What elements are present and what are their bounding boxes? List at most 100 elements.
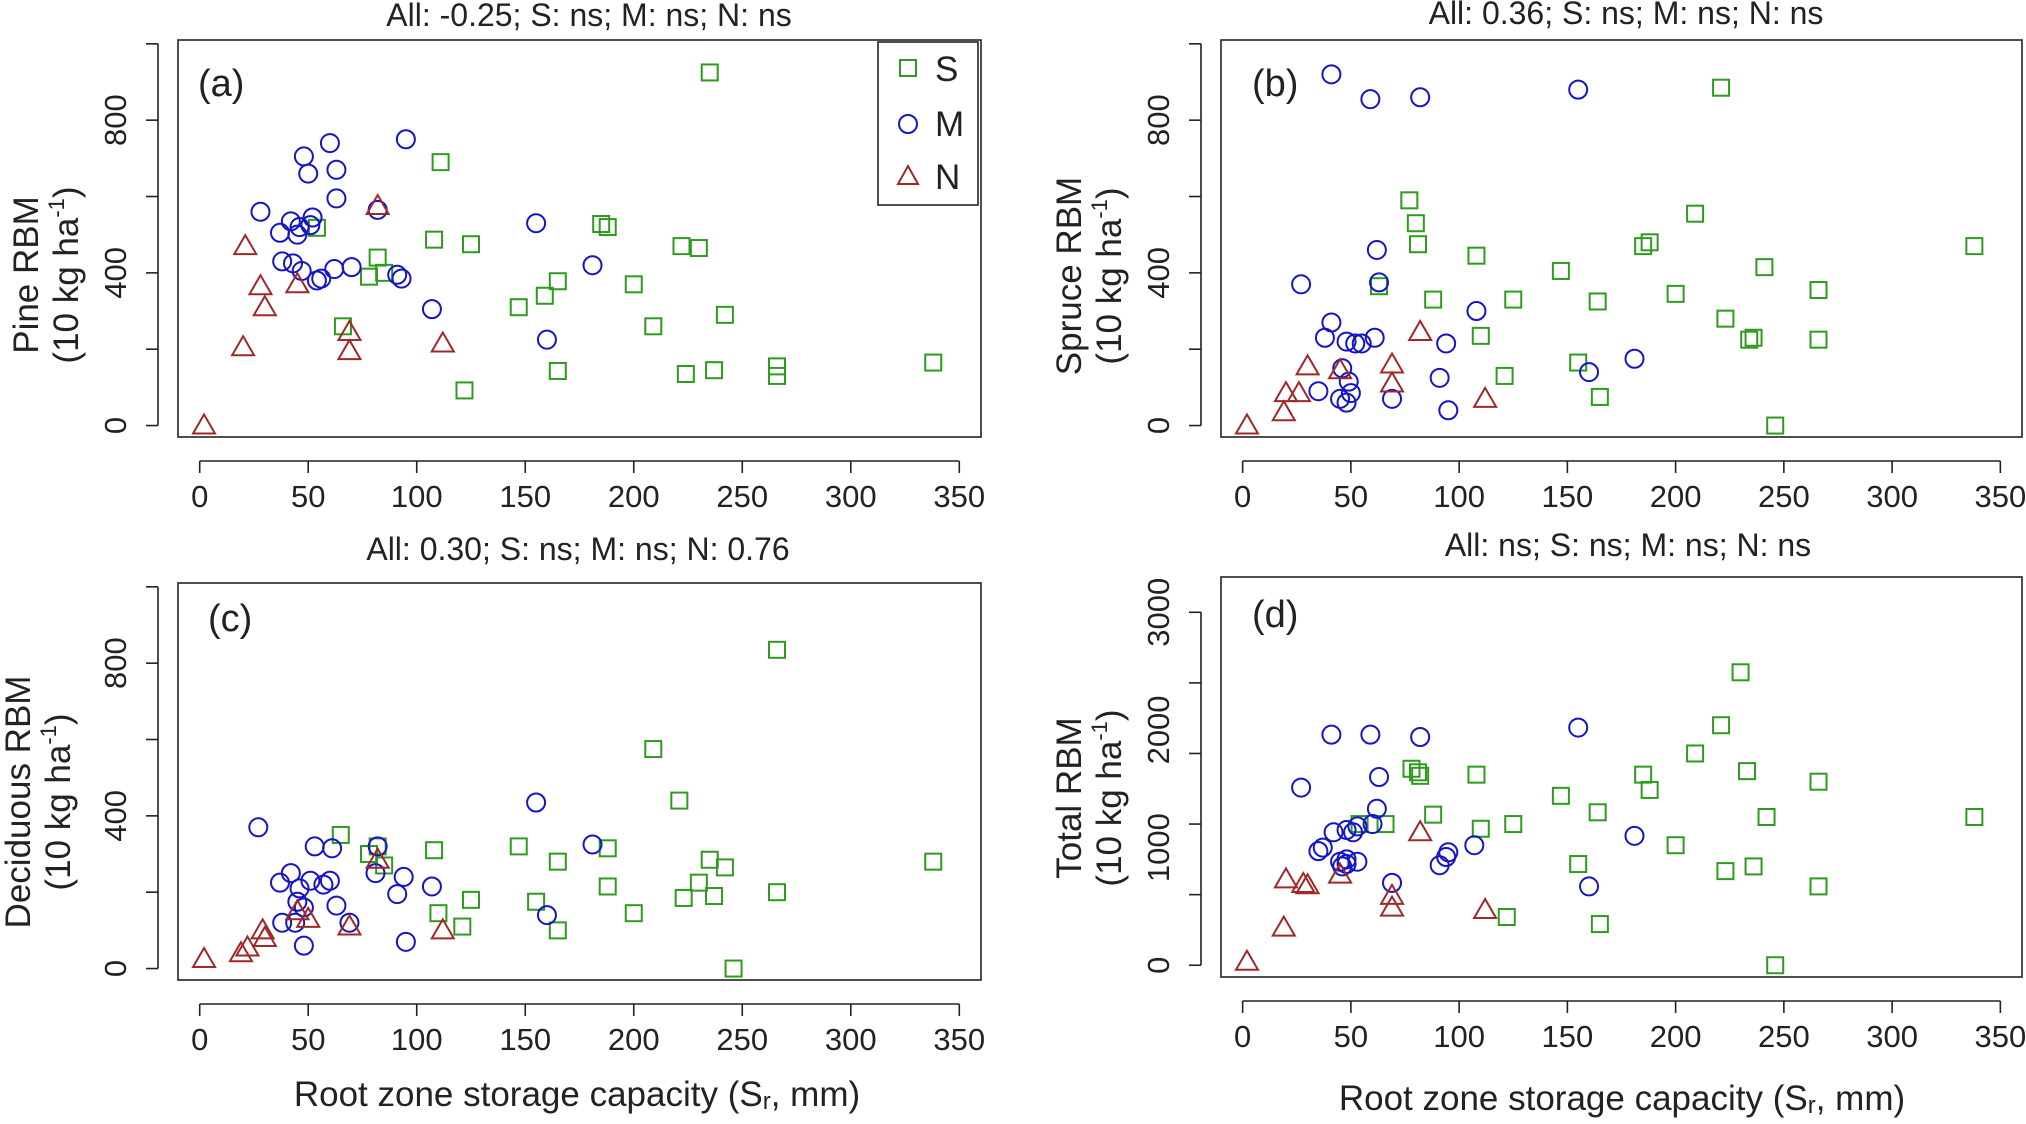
panel-b-point-s <box>1467 246 1486 265</box>
panel-b-x-tick-label: 100 <box>1433 479 1485 514</box>
panel-d-point-m <box>1347 851 1368 872</box>
panel-a-yunit-exp: -1 <box>44 198 69 218</box>
panel-a-yunit-base: (10 kg ha <box>47 217 86 363</box>
panel-c-point-s <box>767 883 786 902</box>
panel-a-point-m <box>387 264 408 285</box>
panel-d-point-s <box>1809 877 1828 896</box>
panel-b-x-tick-label: 300 <box>1866 479 1918 514</box>
panel-d-point-m <box>1343 822 1364 843</box>
panel-d-point-s <box>1965 808 1984 826</box>
panel-d-ylabel: Total RBM (10 kg ha-1) <box>1050 709 1129 886</box>
panel-a-point-m <box>536 329 557 350</box>
panel-b-point-m <box>1366 239 1387 260</box>
panel-b-x-tick-label: 50 <box>1334 479 1368 514</box>
panel-a-title: All: -0.25; S: ns; M: ns; N: ns <box>386 0 791 33</box>
panel-a-point-m <box>270 222 291 243</box>
panel-a-point-m <box>395 129 416 150</box>
panel-c-point-m <box>304 836 325 857</box>
panel-c-point-m <box>313 874 334 895</box>
panel-d-point-s <box>1731 663 1750 682</box>
x-axis-label-left-tail: , mm) <box>771 1075 860 1114</box>
panel-b-x-tick-label: 250 <box>1758 479 1810 514</box>
panel-a-point-m <box>341 257 362 278</box>
panel-d-x-tick-label: 50 <box>1334 1019 1368 1054</box>
panel-c-y-tick-label: 0 <box>98 960 133 977</box>
panel-a-x-tick-label: 300 <box>825 479 877 514</box>
panel-a-point-s <box>509 298 528 317</box>
panel-c-x-tick-label: 50 <box>291 1022 325 1057</box>
panel-b-ylabel: Spruce RBM (10 kg ha-1) <box>1050 177 1129 375</box>
panel-c-plot-frame <box>177 582 982 981</box>
panel-c-y-tick-label: 400 <box>98 790 133 842</box>
panel-d-point-s <box>1686 744 1705 763</box>
panel-d-title: All: ns; S: ns; M: ns; N: ns <box>1445 527 1811 563</box>
panel-a-x-tick-label: 100 <box>391 479 443 514</box>
panel-b-point-s <box>1712 78 1731 97</box>
panel-b-point-m <box>1579 362 1600 383</box>
panel-a-point-m <box>326 188 347 209</box>
panel-c-x-tick-label: 200 <box>608 1022 660 1057</box>
panel-b-title: All: 0.36; S: ns; M: ns; N: ns <box>1429 0 1824 31</box>
panel-c-point-s <box>705 887 724 906</box>
panel-a-point-s <box>598 218 617 237</box>
panel-b-point-m <box>1308 381 1329 402</box>
panel-b-point-s <box>1744 328 1763 347</box>
panel-a-ylabel-title: Pine RBM <box>7 196 46 354</box>
panel-d-y-tick-label: 3000 <box>1141 578 1176 647</box>
legend-label-n: N <box>935 158 960 197</box>
panel-c-point-m <box>395 931 416 952</box>
panel-c-point-m <box>287 891 308 912</box>
panel-d-point-n <box>1379 882 1405 905</box>
panel-a-point-m <box>306 270 327 291</box>
panel-d-point-s <box>1551 786 1570 805</box>
panel-b-point-n <box>1407 319 1433 342</box>
panel-b-yunit-exp: -1 <box>1087 199 1112 219</box>
panel-a-point-s <box>359 267 378 286</box>
panel-d-y-tick-label: 0 <box>1141 957 1176 974</box>
panel-a-point-m <box>293 146 314 167</box>
panel-b-x-tick-label: 350 <box>1974 479 2026 514</box>
panel-c-point-m <box>300 870 321 891</box>
panel-d-point-m <box>1323 822 1344 843</box>
panel-d-point-s <box>1766 956 1785 975</box>
panel-b-point-s <box>1424 290 1443 309</box>
panel-a-ylabel: Pine RBM (10 kg ha-1) <box>7 186 86 363</box>
panel-d-point-m <box>1369 767 1390 787</box>
panel-d-point-s <box>1809 772 1828 791</box>
panel-b-y-tick-label: 800 <box>1141 94 1176 146</box>
x-axis-label-right: Root zone storage capacity (Sr, mm) <box>1339 1079 1905 1119</box>
panel-b-point-m <box>1351 333 1372 354</box>
panel-c-point-m <box>365 863 386 884</box>
panel-d-point-m <box>1382 872 1403 893</box>
panel-d-point-m <box>1568 717 1589 738</box>
panel-c-point-n <box>252 925 278 948</box>
panel-d-x-tick-label: 100 <box>1433 1019 1485 1054</box>
panel-b-yunit-tail: ) <box>1090 187 1129 199</box>
panel-d-ylabel-title: Total RBM <box>1050 717 1089 878</box>
panel-a-point-m <box>367 199 388 220</box>
panel-d-point-s <box>1738 762 1757 781</box>
panel-d-point-m <box>1464 835 1485 856</box>
panel-c-point-m <box>387 884 408 905</box>
panel-b-point-n <box>1379 351 1405 374</box>
panel-b-point-n <box>1294 353 1321 376</box>
panel-b-yunit-base: (10 kg ha <box>1090 218 1129 364</box>
panel-d-point-s <box>1569 855 1588 874</box>
panel-b-point-s <box>1588 292 1607 311</box>
panel-c-point-s <box>461 890 480 909</box>
legend-marker-s <box>899 59 917 77</box>
panel-b-point-s <box>1766 416 1785 435</box>
panel-d-point-s <box>1497 908 1516 926</box>
panel-a-x-tick-label: 350 <box>933 479 985 514</box>
panel-c-yunit-base: (10 kg ha <box>39 744 78 890</box>
panel-c-point-m <box>582 834 603 855</box>
panel-d-point-n <box>1294 872 1321 895</box>
panel-a-point-m <box>302 207 323 228</box>
panel-c-point-s <box>924 852 943 871</box>
panel-b-point-m <box>1364 327 1385 348</box>
panel-b-point-s <box>1640 233 1659 252</box>
panel-a-point-s <box>767 357 786 376</box>
panel-a-point-s <box>592 214 611 233</box>
panel-b-point-s <box>1809 281 1828 300</box>
panel-a-point-m <box>289 217 310 238</box>
